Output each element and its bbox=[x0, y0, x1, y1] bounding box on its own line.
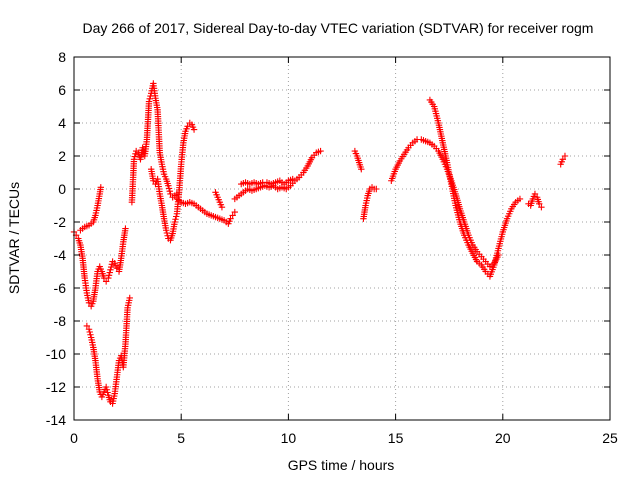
data-point bbox=[108, 261, 116, 268]
data-point bbox=[317, 147, 324, 155]
data-point bbox=[122, 225, 129, 232]
data-point bbox=[150, 177, 157, 184]
x-tick-label: 10 bbox=[281, 430, 297, 446]
data-point bbox=[559, 156, 567, 163]
data-point bbox=[165, 185, 173, 192]
data-point bbox=[536, 200, 543, 208]
data-point bbox=[190, 126, 198, 133]
data-point bbox=[139, 144, 146, 151]
y-tick-label: 4 bbox=[58, 115, 66, 131]
data-point bbox=[104, 389, 111, 396]
data-point bbox=[103, 386, 111, 393]
y-tick-label: -8 bbox=[54, 313, 67, 329]
x-tick-label: 25 bbox=[602, 430, 618, 446]
data-point bbox=[184, 123, 191, 130]
y-tick-label: -2 bbox=[54, 214, 67, 230]
data-point bbox=[86, 328, 93, 336]
x-tick-label: 15 bbox=[388, 430, 404, 446]
data-point bbox=[102, 278, 110, 285]
data-point bbox=[163, 229, 171, 237]
data-point bbox=[106, 269, 113, 276]
data-point bbox=[538, 203, 545, 211]
y-tick-label: -6 bbox=[54, 280, 67, 296]
data-point bbox=[172, 216, 179, 223]
x-tick-label: 5 bbox=[177, 430, 185, 446]
data-point bbox=[132, 150, 139, 157]
data-point bbox=[145, 98, 153, 105]
data-point bbox=[87, 331, 94, 338]
data-point bbox=[171, 218, 178, 226]
y-tick-label: -12 bbox=[46, 379, 66, 395]
data-point bbox=[126, 294, 133, 302]
y-tick-label: 8 bbox=[58, 49, 66, 65]
data-point bbox=[102, 383, 110, 391]
data-point bbox=[105, 274, 112, 282]
data-point bbox=[358, 166, 365, 173]
data-point bbox=[85, 326, 93, 333]
data-point bbox=[218, 203, 226, 211]
data-point bbox=[561, 152, 569, 160]
data-point bbox=[531, 190, 539, 198]
y-tick-label: 6 bbox=[58, 82, 66, 98]
x-tick-label: 20 bbox=[495, 430, 511, 446]
data-point bbox=[229, 212, 236, 219]
data-points bbox=[70, 80, 569, 407]
y-tick-label: -14 bbox=[46, 412, 66, 428]
data-point bbox=[130, 156, 138, 163]
data-point bbox=[107, 263, 115, 271]
y-tick-label: 0 bbox=[58, 181, 66, 197]
x-axis-label: GPS time / hours bbox=[288, 457, 395, 473]
data-point bbox=[97, 184, 104, 191]
data-point bbox=[227, 215, 234, 222]
data-point bbox=[167, 190, 174, 198]
y-tick-label: 2 bbox=[58, 148, 66, 164]
data-point bbox=[83, 322, 91, 330]
data-point bbox=[289, 175, 296, 183]
data-point bbox=[105, 272, 113, 279]
data-point bbox=[373, 185, 380, 193]
data-point bbox=[172, 213, 180, 220]
data-point bbox=[162, 227, 170, 234]
data-point bbox=[146, 95, 153, 102]
y-tick-label: -4 bbox=[54, 247, 67, 263]
y-tick-label: -10 bbox=[46, 346, 66, 362]
data-point bbox=[166, 188, 173, 195]
y-axis-label: SDTVAR / TECUs bbox=[6, 182, 22, 294]
data-point bbox=[85, 299, 93, 307]
plot-frame bbox=[73, 56, 611, 421]
chart-title: Day 266 of 2017, Sidereal Day-to-day VTE… bbox=[83, 20, 594, 36]
data-point bbox=[107, 266, 114, 274]
data-point bbox=[516, 195, 524, 203]
data-point bbox=[231, 208, 238, 216]
axis-ticks: 0 5 10 15 20 25 -14 -12 -10 -8 -6 -4 -2 0 2 4 6 8 bbox=[46, 49, 618, 446]
x-tick-label: 0 bbox=[70, 430, 78, 446]
grid-lines bbox=[74, 57, 610, 420]
data-point bbox=[165, 182, 172, 189]
